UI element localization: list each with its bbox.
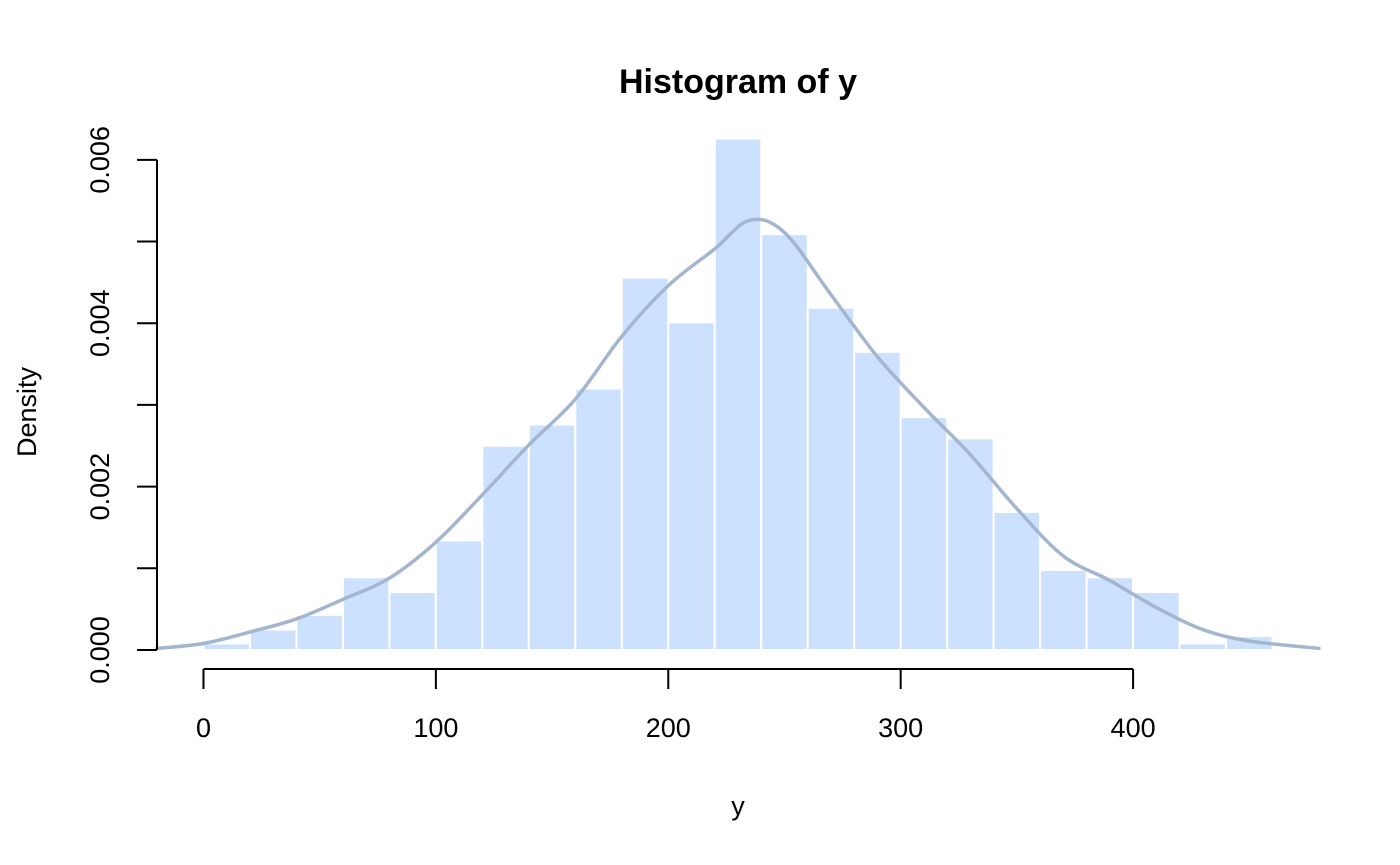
histogram-bar (853, 350, 902, 651)
histogram-bar (806, 306, 856, 651)
density-curve (155, 217, 1321, 651)
x-tick-label: 0 (196, 713, 211, 743)
histogram-bar (481, 444, 530, 651)
histogram-bar (1178, 642, 1228, 651)
histogram-bar (295, 613, 344, 652)
y-tick-label: 0.000 (85, 616, 115, 684)
x-tick-label: 400 (1111, 713, 1156, 743)
histogram-bar (713, 137, 763, 652)
histogram-bar (899, 416, 949, 651)
y-tick-label: 0.002 (85, 453, 115, 521)
histogram-bar (248, 628, 298, 651)
histogram-bar (1132, 590, 1181, 652)
histogram-bar (202, 642, 251, 651)
y-tick-label: 0.004 (85, 289, 115, 357)
histogram-bar (434, 539, 484, 651)
y-axis-label: Density (12, 366, 42, 457)
histogram-bar (620, 276, 670, 651)
histogram-bar (527, 423, 577, 651)
histogram-bar (388, 590, 437, 652)
y-tick-label: 0.006 (85, 126, 115, 194)
chart-title: Histogram of y (619, 63, 857, 101)
histogram-bars (202, 137, 1274, 652)
x-tick-label: 100 (413, 713, 458, 743)
histogram-bar (946, 437, 995, 652)
y-axis: 0.000 0.002 0.004 0.006 (85, 126, 158, 684)
x-tick-label: 200 (646, 713, 691, 743)
histogram-bar (760, 233, 809, 651)
x-axis: 0 100 200 300 400 (196, 668, 1156, 743)
histogram-bar (992, 510, 1042, 651)
histogram-bar (574, 387, 623, 651)
x-tick-label: 300 (878, 713, 923, 743)
x-axis-label: y (731, 791, 745, 821)
histogram-bar (1039, 568, 1088, 651)
histogram-bar (667, 321, 716, 651)
